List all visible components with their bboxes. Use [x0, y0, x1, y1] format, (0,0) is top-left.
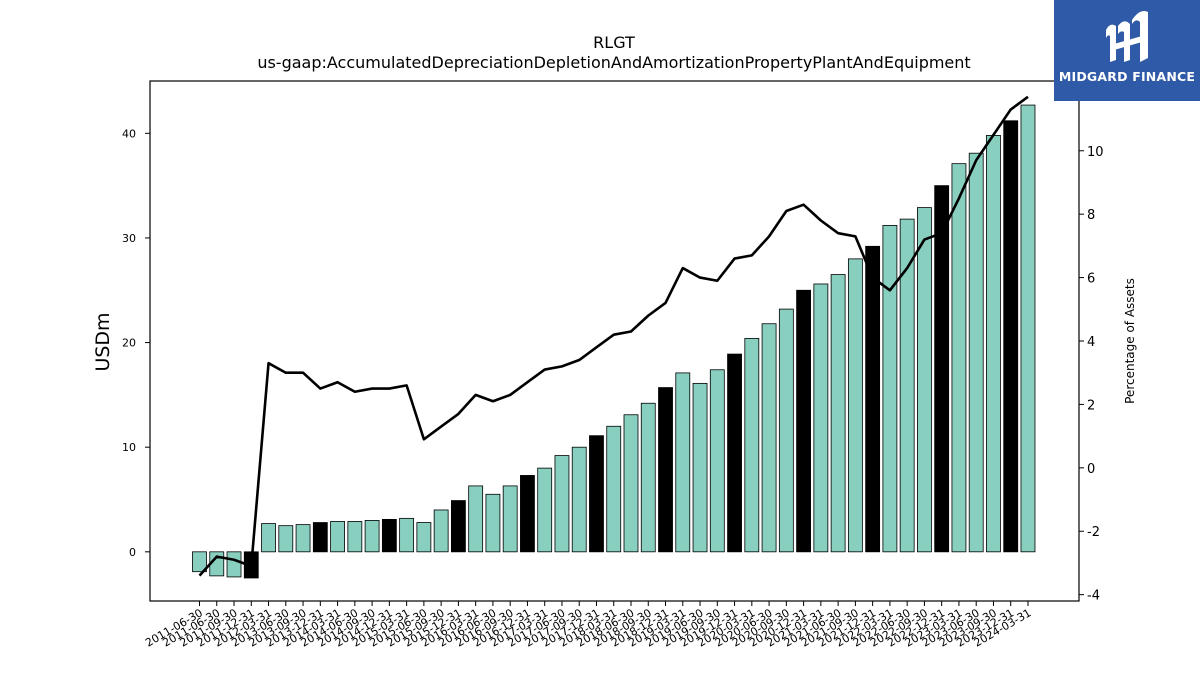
y2-tick-label: 0 [1087, 462, 1095, 477]
bar [796, 289, 811, 553]
bar [468, 485, 484, 553]
bar [278, 525, 294, 553]
y2-tick-label: 2 [1087, 398, 1095, 413]
logo-text: MIDGARD FINANCE [1058, 69, 1196, 84]
y-tick-label: 20 [122, 337, 136, 350]
bar [364, 520, 380, 553]
bar [986, 135, 1001, 553]
bar [727, 353, 742, 553]
bar [571, 446, 587, 553]
bar [606, 425, 622, 553]
x-axis-ticks: 2011-06-302011-06-302011-09-302011-12-31… [143, 601, 1033, 650]
bar [295, 524, 311, 553]
bar [623, 414, 639, 553]
bar [865, 245, 881, 553]
y2-axis-ticks: -4-2024681012 [1079, 81, 1104, 604]
y-tick-label: 30 [122, 232, 136, 245]
y2-tick-label: -4 [1087, 589, 1100, 604]
bar [1003, 120, 1019, 553]
bar [882, 224, 898, 553]
bar [330, 521, 345, 553]
y2-tick-label: -2 [1087, 525, 1100, 540]
bar [450, 500, 466, 553]
bar [934, 185, 950, 553]
bar [381, 518, 397, 553]
chart-subtitle: us-gaap:AccumulatedDepreciationDepletion… [257, 53, 970, 72]
bar [537, 467, 553, 553]
bar [1020, 104, 1036, 553]
bar [485, 493, 501, 553]
y2-tick-label: 10 [1087, 145, 1104, 160]
bar [899, 218, 915, 553]
y-axis-label: USDm [92, 312, 114, 371]
bar [951, 163, 967, 553]
bar [917, 207, 932, 553]
bar [847, 258, 863, 553]
bar [226, 551, 242, 578]
bar [502, 485, 518, 553]
bar [692, 382, 708, 553]
chart-title: RLGT [593, 33, 635, 52]
bar [416, 522, 432, 553]
percentage-line [198, 95, 1029, 577]
bar [778, 308, 794, 553]
y-tick-label: 0 [129, 546, 136, 559]
bar [658, 387, 673, 553]
bar [709, 369, 725, 553]
bar [520, 475, 535, 553]
bar [968, 152, 984, 553]
bar [433, 509, 449, 553]
bar [830, 274, 846, 553]
bar-series [192, 104, 1036, 579]
y2-tick-label: 6 [1087, 272, 1095, 287]
y-tick-label: 40 [122, 127, 136, 140]
bar [261, 523, 276, 553]
bar [640, 402, 656, 553]
y2-tick-label: 4 [1087, 335, 1095, 350]
bar [813, 283, 829, 553]
y-tick-label: 10 [122, 441, 136, 454]
bar [744, 337, 760, 553]
bar [554, 455, 570, 553]
bar [761, 323, 777, 553]
bar [192, 551, 207, 573]
bar [347, 521, 363, 553]
y2-tick-label: 8 [1087, 208, 1095, 223]
bar [399, 517, 415, 553]
y2-axis-label: Percentage of Assets [1123, 278, 1137, 404]
bar [589, 435, 604, 553]
brand-logo: MIDGARD FINANCE [1054, 0, 1200, 101]
bar [675, 372, 691, 553]
line-series [198, 95, 1029, 577]
y-axis-ticks: 0 10 20 30 40 [122, 127, 150, 559]
bar [312, 522, 328, 553]
logo-mark-icon [1106, 11, 1148, 63]
